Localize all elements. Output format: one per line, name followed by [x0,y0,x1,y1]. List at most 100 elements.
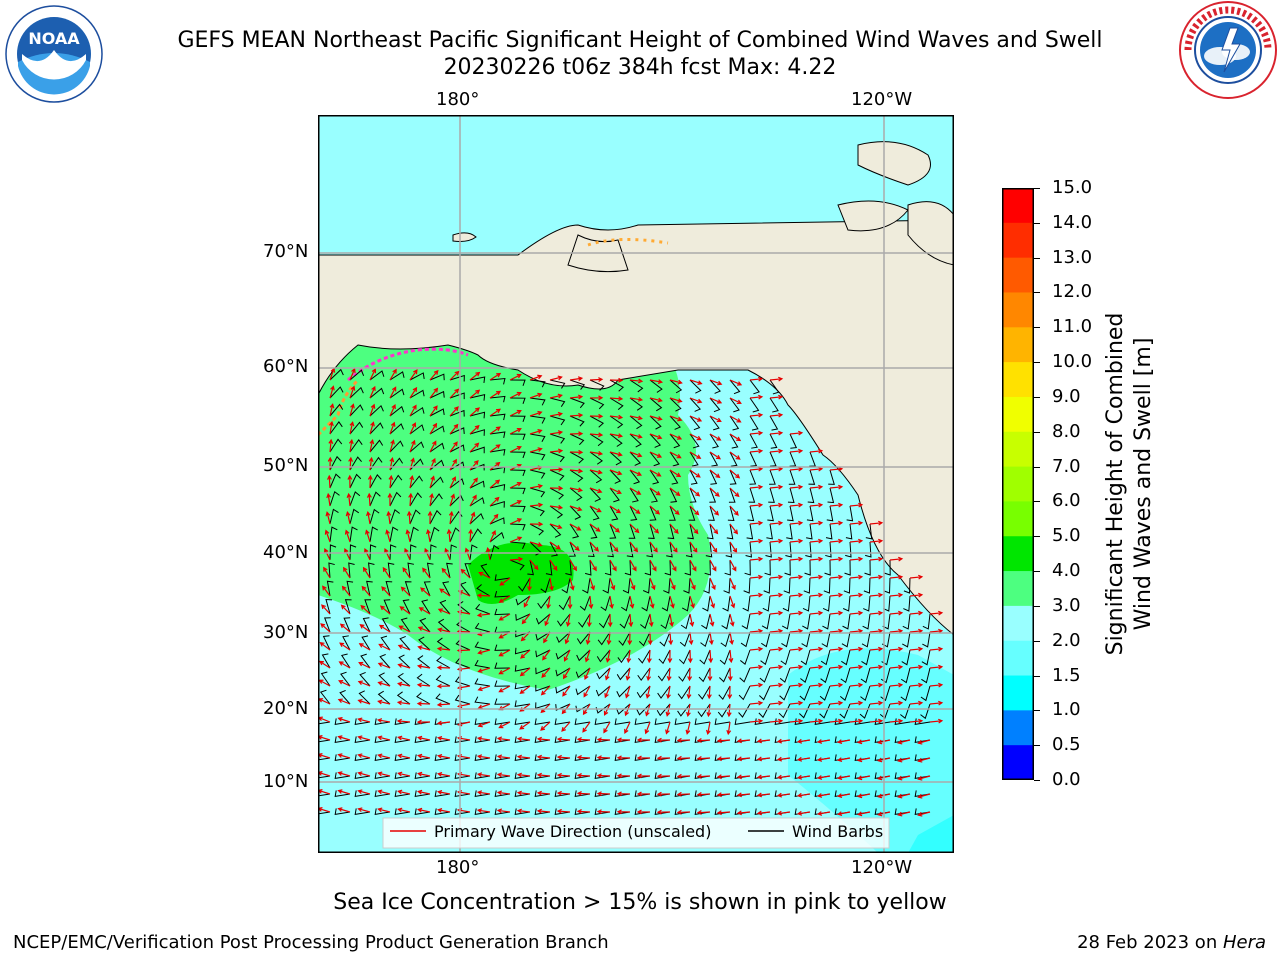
wave-direction-arrow [396,700,411,706]
wind-barb [689,451,699,467]
wind-barb [825,541,832,558]
wind-barb [423,581,431,597]
wave-direction-arrow [477,721,491,728]
wave-direction-arrow [849,574,864,580]
wave-direction-arrow [509,391,522,399]
wind-barb [529,451,546,461]
wave-direction-arrows [318,367,944,817]
wave-direction-arrow [536,736,551,742]
wind-barb [814,718,831,725]
wave-direction-arrow [357,698,371,705]
wave-direction-arrow [909,700,924,706]
wave-direction-arrow [464,547,471,561]
wave-direction-arrow [749,592,764,598]
wind-barb [385,580,393,597]
wave-direction-arrow [849,664,864,670]
wave-direction-arrow [736,810,751,816]
wind-barb [474,772,491,779]
wind-barb [514,682,531,690]
wave-direction-arrow [349,367,356,381]
wave-direction-arrow [476,754,491,760]
wave-direction-arrow [776,774,791,780]
wave-direction-arrow [596,755,611,761]
wave-direction-arrow [498,649,511,657]
wind-barb [769,415,779,431]
wind-barb [638,649,651,664]
wind-barb [509,559,525,571]
wave-direction-arrow [749,502,764,508]
wave-direction-arrow [417,807,431,813]
wind-barb [800,649,811,666]
wind-barb [569,487,583,502]
wave-direction-arrow [338,680,351,687]
wave-direction-arrow [321,604,331,615]
wave-direction-arrow [687,649,693,664]
wave-direction-arrow [364,547,371,561]
wave-direction-arrow [726,703,732,718]
wind-barb [494,574,511,581]
wave-direction-arrow [706,685,712,700]
wave-direction-arrow [589,577,596,591]
wave-direction-arrow [897,811,911,817]
wave-direction-arrow [449,423,459,435]
wind-barb [574,718,591,725]
wave-direction-arrow [629,577,636,591]
colorbar [1002,188,1034,781]
wave-direction-arrow [549,411,563,417]
wind-barb [489,517,505,525]
wind-barb [389,423,404,435]
wave-direction-arrow [689,559,697,572]
wind-barb [787,505,794,522]
footer-right: 28 Feb 2023 on Hera [1077,932,1266,953]
wave-direction-arrow [909,610,924,616]
wind-barb [826,505,834,522]
wind-barb [689,469,698,485]
wave-direction-arrow [909,574,924,580]
wave-direction-arrow [477,685,491,692]
wave-direction-arrow [749,520,764,526]
wave-direction-arrow [629,523,640,534]
wind-barb [820,667,831,684]
wave-direction-arrow [889,682,904,688]
wave-direction-arrow [897,757,911,763]
wave-direction-arrow [498,667,511,675]
wind-barb [434,736,451,743]
wind-barb [841,631,851,648]
wave-direction-arrow [498,721,511,729]
wave-direction-arrow [749,466,764,472]
wave-direction-arrow [326,492,332,507]
wind-barb [474,718,491,725]
wave-direction-arrow [388,474,394,489]
wind-barb [429,493,443,507]
wave-direction-arrow [569,431,584,437]
wind-barb [389,388,405,399]
wave-direction-arrow [649,523,660,534]
wave-direction-arrow [849,502,864,508]
wind-barb [626,541,634,558]
wind-barb [429,526,440,543]
wind-barb [454,772,471,779]
wave-direction-arrow [849,520,864,526]
wave-direction-arrow [529,374,543,381]
wave-direction-arrow [729,559,737,572]
wind-barb [779,685,791,701]
wind-barb [555,649,571,660]
colorbar-swatch [1002,292,1034,328]
wave-direction-arrow [584,649,591,663]
wave-direction-arrow [729,469,741,479]
wave-direction-arrow [756,738,771,744]
colorbar-ticks: 15.0 14.0 13.0 12.0 11.0 10.0 9.0 8.0 7.0 6.0 5.0 4… [1034,177,1110,798]
wave-direction-arrow [318,660,331,669]
wave-direction-arrow [789,718,804,724]
sea-ice-edge-west [318,378,360,437]
wave-direction-arrow [529,447,543,453]
wind-barb [846,505,854,522]
wind-barb [489,377,506,385]
wave-direction-arrow [357,680,371,687]
wind-barb [554,718,571,725]
wind-barb [769,433,778,449]
wave-direction-arrow [696,810,711,815]
wave-direction-arrow [339,642,351,651]
wind-barb [354,754,371,761]
map-legend: Primary Wave Direction (unscaled) Wind B… [382,817,890,849]
